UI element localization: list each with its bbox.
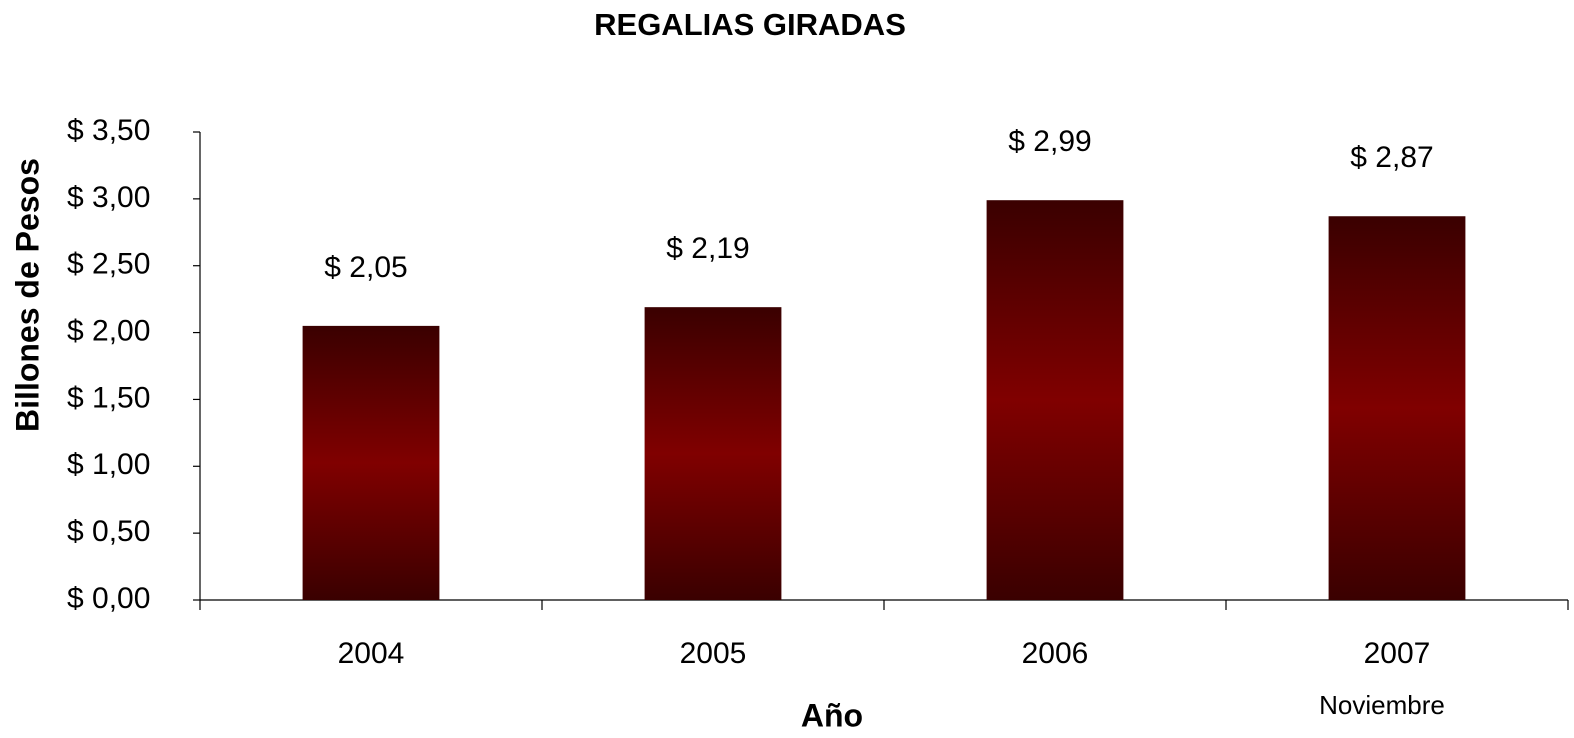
y-axis-label: Billones de Pesos	[9, 158, 45, 432]
x-tick-label: 2004	[338, 637, 405, 670]
value-label: $ 2,99	[1008, 125, 1091, 158]
y-tick-label: $ 1,50	[67, 381, 150, 414]
y-tick-label: $ 0,50	[67, 515, 150, 548]
y-tick-label: $ 2,00	[67, 314, 150, 347]
value-label: $ 2,05	[324, 251, 407, 284]
y-tick-label: $ 2,50	[67, 248, 150, 281]
x-tick-label: 2007	[1364, 637, 1431, 670]
x-axis-label: Año	[801, 697, 863, 733]
y-tick-label: $ 1,00	[67, 448, 150, 481]
bar	[302, 325, 440, 600]
y-tick-label: $ 3,00	[67, 181, 150, 214]
value-label: $ 2,87	[1350, 141, 1433, 174]
annotation: Noviembre	[1319, 690, 1445, 720]
y-tick-label: $ 0,00	[67, 582, 150, 615]
bar	[644, 307, 782, 600]
y-tick-label: $ 3,50	[67, 114, 150, 147]
chart-title: REGALIAS GIRADAS	[594, 7, 906, 42]
x-tick-label: 2006	[1022, 637, 1089, 670]
x-tick-label: 2005	[680, 637, 747, 670]
value-label: $ 2,19	[666, 232, 749, 265]
bar	[986, 200, 1124, 601]
bar	[1328, 216, 1466, 601]
